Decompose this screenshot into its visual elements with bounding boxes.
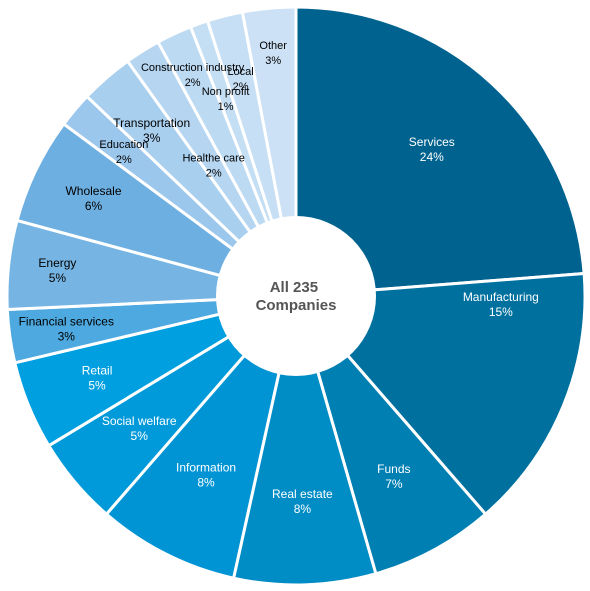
slice-label-value: 6%	[85, 199, 103, 213]
slice-label-value: 5%	[49, 271, 67, 285]
slice-information	[104, 294, 298, 580]
slice-label-name: Non profit	[202, 86, 250, 98]
slice-services	[294, 5, 586, 298]
slice-label: Retail 5%	[82, 364, 113, 393]
slice-real-estate	[232, 294, 378, 587]
slice-label-name: Construction industry	[141, 62, 245, 74]
slice-label-value: 8%	[197, 476, 215, 490]
slice-label-name: Real estate	[272, 487, 333, 501]
slice-manufacturing	[294, 272, 587, 516]
slice-label-value: 5%	[88, 379, 106, 393]
center-label-line-1: All 235	[270, 279, 318, 296]
slice-label-value: 3%	[265, 55, 281, 67]
slice-label: Funds 7%	[377, 462, 410, 491]
slice-label-value: 2%	[185, 77, 201, 89]
slice-label: Education 2%	[99, 139, 148, 166]
slice-label: Energy 5%	[38, 256, 76, 285]
slice-label-name: Wholesale	[65, 184, 121, 198]
slice-label-name: Funds	[377, 462, 410, 476]
slice-label: Real estate 8%	[272, 487, 333, 516]
slice-label-name: Information	[176, 461, 236, 475]
slice-label-name: Education	[99, 139, 148, 151]
donut-hole	[216, 216, 376, 376]
slice-label-value: 15%	[489, 305, 513, 319]
slice-label-value: 2%	[233, 81, 249, 93]
slice-label: Construction industry 2%	[141, 62, 245, 89]
slice-label: Other 3%	[259, 40, 287, 67]
slice-label: Local 2%	[227, 66, 253, 93]
slice-label-value: 7%	[385, 477, 403, 491]
slice-label-name: Services	[409, 135, 455, 149]
center-label: All 235 Companies	[256, 279, 337, 314]
slice-label-value: 5%	[131, 429, 149, 443]
slice-label: Social welfare 5%	[102, 414, 177, 443]
slice-label: Non profit 1%	[202, 86, 250, 113]
slice-label-value: 24%	[420, 150, 444, 164]
slice-label-name: Retail	[82, 364, 113, 378]
slice-label-name: Other	[259, 40, 287, 52]
slice-label-name: Healthe care	[182, 153, 244, 165]
slice-label: Information 8%	[176, 461, 236, 490]
slice-label-value: 8%	[294, 502, 312, 516]
slice-label-name: Social welfare	[102, 414, 177, 428]
slice-label-value: 1%	[218, 101, 234, 113]
slice-label-name: Transportation	[113, 116, 190, 130]
slice-label-value: 3%	[58, 329, 76, 343]
slice-label: Services 24%	[409, 135, 455, 164]
slice-label-name: Manufacturing	[463, 290, 539, 304]
slice-label-value: 3%	[143, 131, 161, 145]
slice-label-name: Local	[227, 66, 253, 78]
slice-funds	[294, 294, 488, 576]
slice-label: Financial services 3%	[19, 314, 114, 343]
slice-label: Healthe care 2%	[182, 153, 244, 180]
slice-labels: Services 24% Manufacturing 15% Funds 7% Real e…	[19, 40, 539, 516]
center-label-line-2: Companies	[256, 297, 337, 314]
slice-label: Transportation 3%	[113, 116, 190, 145]
slice-label-value: 2%	[206, 168, 222, 180]
slice-label-name: Energy	[38, 256, 76, 270]
slice-label: Wholesale 6%	[65, 184, 121, 213]
slice-label-value: 2%	[116, 154, 132, 166]
slice-label-name: Financial services	[19, 314, 114, 328]
slice-label: Manufacturing 15%	[463, 290, 539, 319]
